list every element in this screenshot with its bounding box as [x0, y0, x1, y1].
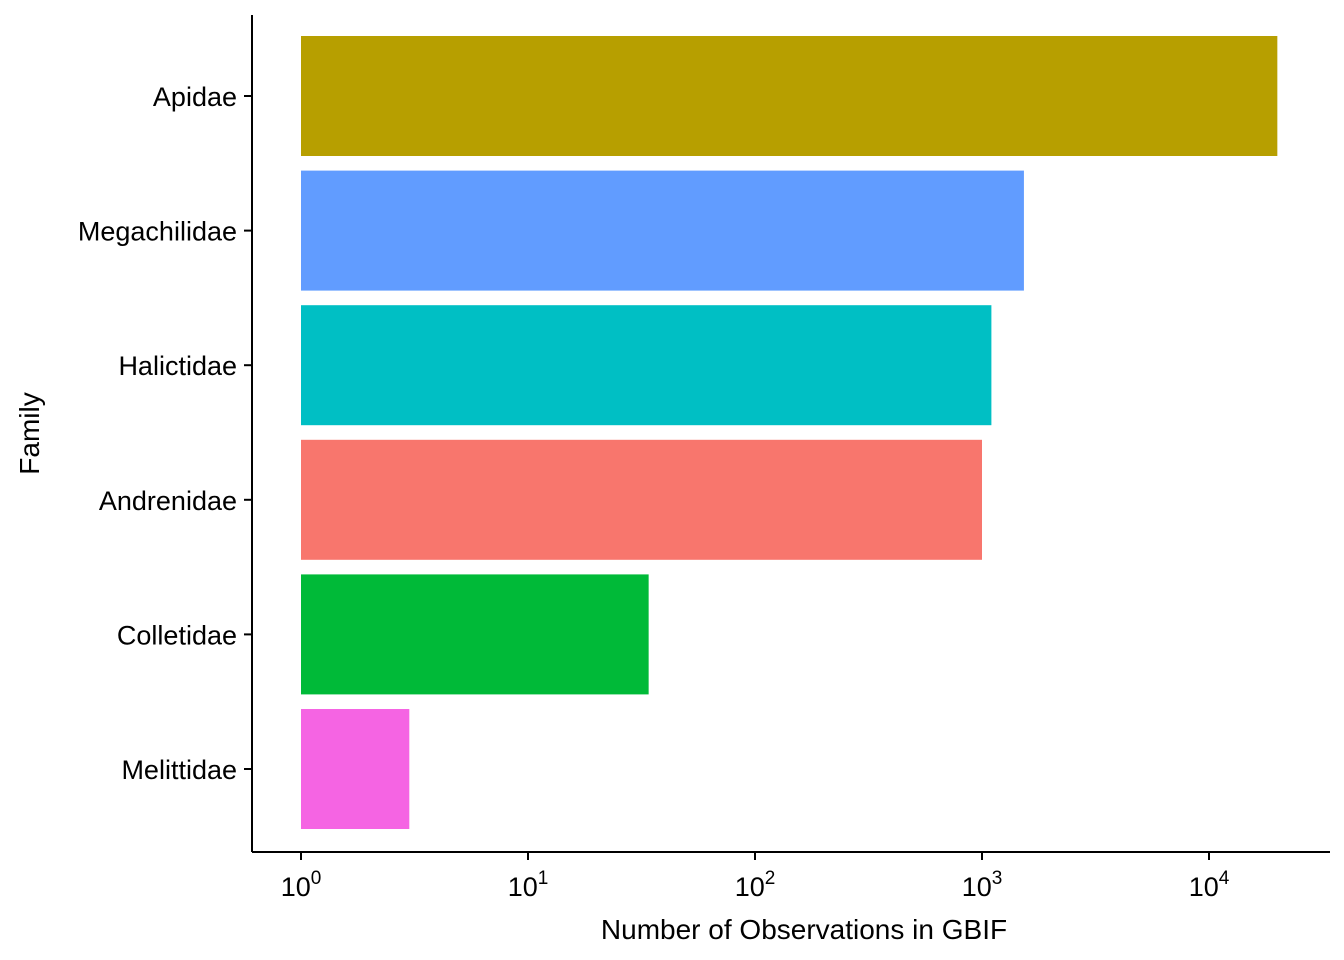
- x-tick-label: 103: [962, 868, 1003, 902]
- bar-melittidae: [301, 709, 410, 829]
- bars-group: [301, 36, 1278, 829]
- y-tick-label: Colletidae: [117, 620, 237, 650]
- y-tick-label: Melittidae: [121, 755, 237, 785]
- x-tick-label: 101: [508, 868, 549, 902]
- x-axis-title: Number of Observations in GBIF: [601, 914, 1007, 945]
- y-tick-label: Halictidae: [118, 351, 237, 381]
- bar-apidae: [301, 36, 1278, 156]
- x-axis-ticks: 100 101 102 103 104: [281, 852, 1230, 902]
- bar-colletidae: [301, 574, 649, 695]
- bar-megachilidae: [301, 170, 1024, 291]
- x-tick-label: 100: [281, 868, 322, 902]
- y-tick-label: Andrenidae: [99, 486, 237, 516]
- y-tick-label: Megachilidae: [78, 217, 237, 247]
- y-axis-ticks: Apidae Megachilidae Halictidae Andrenidae Co…: [78, 82, 252, 785]
- x-tick-label: 104: [1189, 868, 1230, 902]
- y-axis-title: Family: [14, 392, 45, 474]
- x-tick-label: 102: [735, 868, 776, 902]
- bar-halictidae: [301, 305, 992, 426]
- bar-andrenidae: [301, 439, 982, 560]
- y-tick-label: Apidae: [153, 82, 237, 112]
